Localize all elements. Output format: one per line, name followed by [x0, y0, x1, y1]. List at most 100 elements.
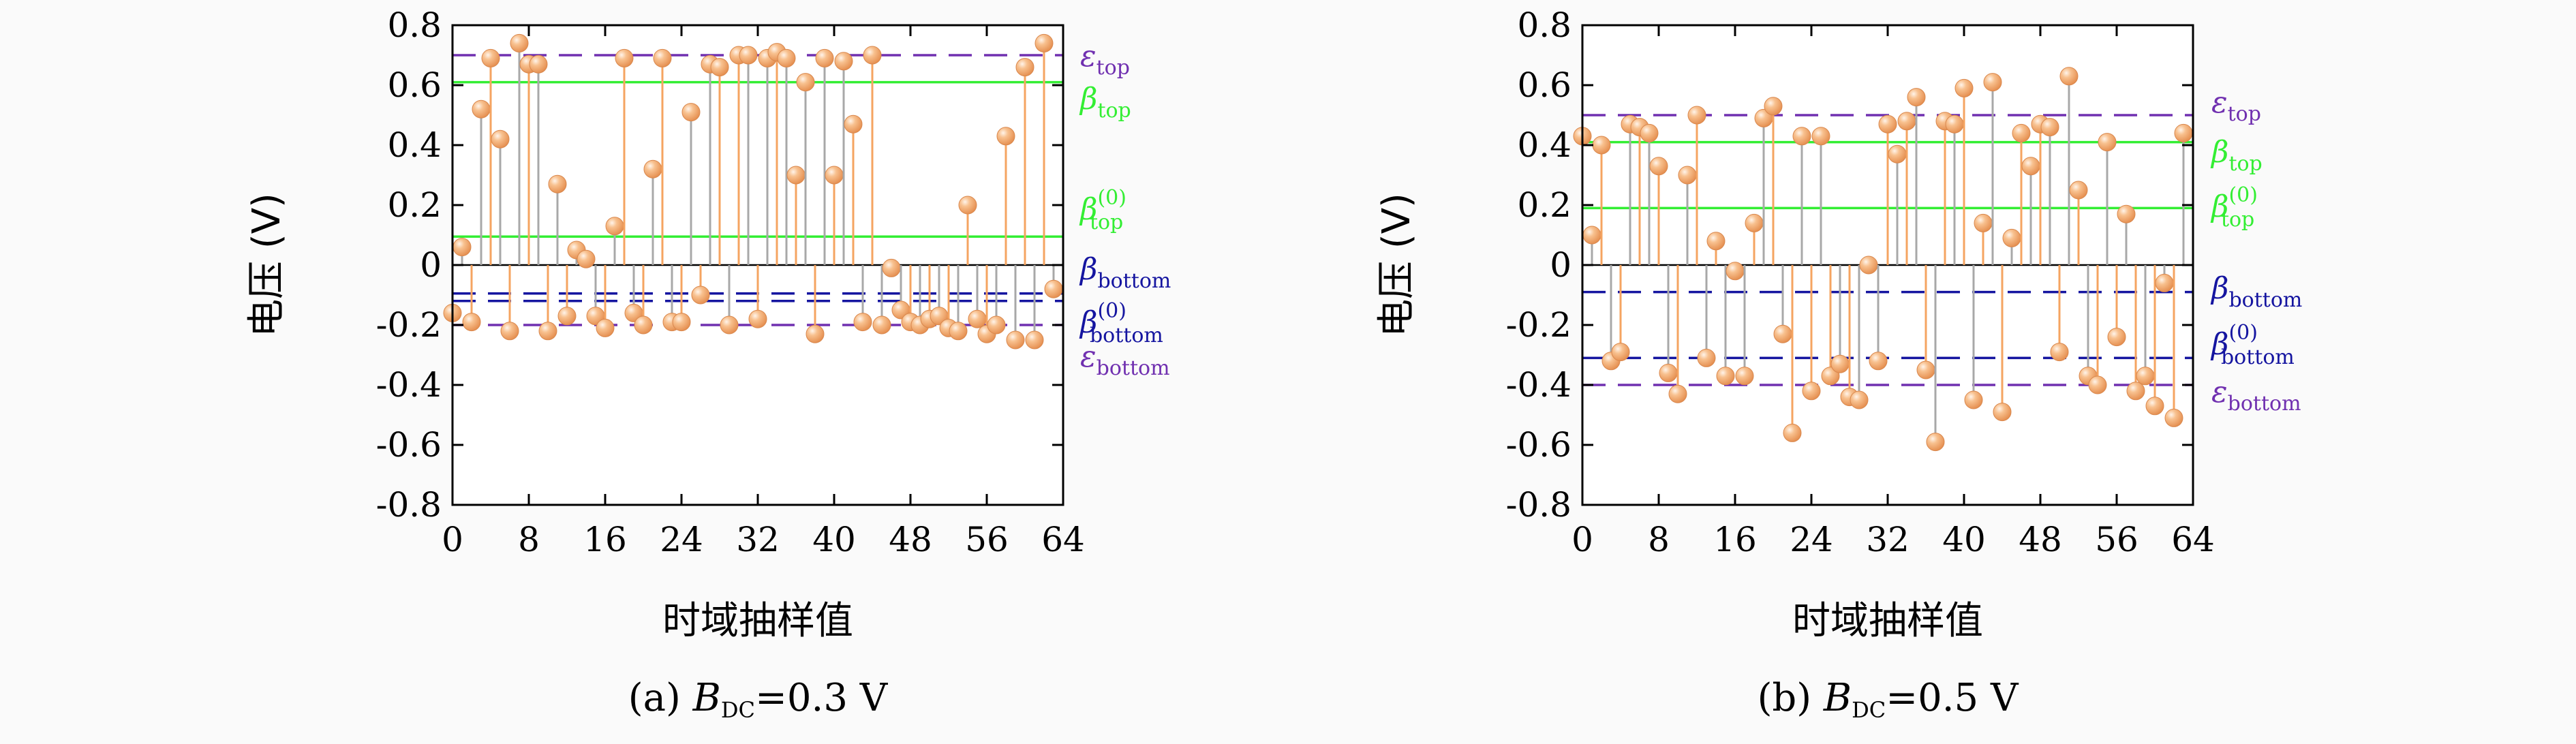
stem-marker: [996, 127, 1015, 146]
stem-marker: [872, 315, 891, 335]
stem-marker: [577, 249, 596, 268]
x-tick-label: 16: [1713, 520, 1757, 559]
y-tick-label: -0.6: [1506, 425, 1571, 465]
x-tick-label: 32: [1866, 520, 1910, 559]
stem-marker: [491, 129, 510, 149]
stem-marker: [720, 315, 739, 335]
x-tick-label: 48: [2019, 520, 2062, 559]
stem-marker: [968, 309, 987, 328]
stem-marker: [1735, 367, 1754, 386]
stem-marker: [481, 48, 500, 67]
stem-marker: [605, 217, 624, 236]
stem-marker: [1044, 279, 1063, 298]
reference-label-β-top-0: β(0) top: [1079, 186, 1126, 234]
chart-panel-a: 0.80.60.40.20-0.2-0.4-0.6-0.80 8 16 24 32 40 4…: [245, 5, 1171, 723]
stem-marker: [548, 174, 567, 193]
stem-marker: [1726, 262, 1745, 281]
reference-label-ε-top: εtop: [2211, 85, 2261, 126]
stem-marker: [882, 258, 901, 277]
stem-marker: [1830, 354, 1850, 373]
stem-marker: [2088, 375, 2107, 394]
stem-marker: [643, 159, 662, 179]
stem-marker: [672, 313, 691, 332]
stem-marker: [1811, 127, 1830, 146]
stem-marker: [786, 166, 806, 185]
reference-label-β-bottom-0: β(0) bottom: [1079, 299, 1163, 347]
stem-marker: [2117, 204, 2136, 223]
stem-marker: [739, 46, 758, 65]
y-tick-label: -0.2: [1506, 305, 1571, 345]
y-tick-label: 0.6: [1517, 65, 1571, 105]
reference-label-β-top-0: β(0) top: [2210, 183, 2258, 232]
stem-marker: [777, 48, 796, 67]
stem-marker: [615, 48, 634, 67]
stem-marker: [863, 46, 882, 65]
stem-marker: [681, 103, 701, 122]
reference-label-ε-bottom: εbottom: [1080, 339, 1170, 380]
y-tick-label: 0.6: [387, 65, 442, 105]
stem-marker: [1907, 88, 1926, 107]
stem-marker: [844, 114, 863, 134]
y-tick-label: 0.4: [1517, 125, 1571, 165]
stem-marker: [2098, 133, 2117, 152]
stem-marker: [653, 48, 672, 67]
stem-marker: [1964, 390, 1983, 409]
x-tick-label: 24: [660, 520, 703, 559]
y-tick-label: 0: [420, 245, 442, 285]
chart-panel-b: 0.80.60.40.20-0.2-0.4-0.6-0.80 8 16 24 32 40 4…: [1375, 5, 2302, 723]
stem-marker: [1706, 232, 1726, 251]
stem-marker: [1034, 33, 1054, 52]
stem-marker: [634, 315, 653, 335]
stem-marker: [1678, 166, 1697, 185]
y-tick-label: 0.2: [387, 185, 442, 225]
stem-marker: [2059, 67, 2079, 86]
stem-marker: [1945, 114, 1964, 134]
stem-marker: [987, 315, 1006, 335]
stem-marker: [2012, 123, 2031, 142]
stem-marker: [1716, 367, 1735, 386]
stem-marker: [825, 166, 844, 185]
stem-marker: [1640, 123, 1659, 142]
stem-marker: [958, 196, 977, 215]
reference-label-β-top: βtop: [2210, 135, 2263, 176]
y-tick-label: 0.4: [387, 125, 442, 165]
stem-marker: [806, 324, 825, 343]
stem-marker: [500, 322, 519, 341]
x-tick-label: 8: [518, 520, 540, 559]
y-tick-label: -0.4: [376, 365, 442, 405]
stem-marker: [1926, 433, 1945, 452]
stem-marker: [853, 313, 872, 332]
y-axis-label: 电压 (V): [1375, 193, 1419, 337]
stem-marker: [2021, 157, 2040, 176]
stem-marker: [2050, 343, 2069, 362]
stem-marker: [1897, 112, 1916, 131]
stem-marker: [815, 48, 834, 67]
stem-marker: [1869, 352, 1888, 371]
stem-marker: [2107, 328, 2126, 347]
stem-marker: [1993, 403, 2012, 422]
stem-marker: [1668, 384, 1687, 403]
stem-marker: [1802, 382, 1821, 401]
reference-label-ε-top: εtop: [1080, 39, 1130, 80]
y-tick-label: 0: [1550, 245, 1571, 285]
stem-marker: [1792, 127, 1811, 146]
x-tick-label: 56: [965, 520, 1009, 559]
stem-marker: [2069, 181, 2088, 200]
stem-marker: [949, 322, 968, 341]
x-tick-label: 40: [1942, 520, 1986, 559]
stem-marker: [1592, 136, 1611, 155]
stem-marker: [453, 238, 472, 257]
y-tick-label: -0.4: [1506, 365, 1571, 405]
y-tick-label: -0.6: [376, 425, 442, 465]
stem-marker: [529, 55, 548, 74]
stem-marker: [1745, 213, 1764, 232]
stem-marker: [1850, 390, 1869, 409]
x-tick-label: 0: [442, 520, 463, 559]
stem-marker: [2002, 228, 2021, 247]
x-tick-label: 16: [583, 520, 627, 559]
x-tick-label: 56: [2095, 520, 2138, 559]
y-tick-label: 0.2: [1517, 185, 1571, 225]
stem-marker: [557, 307, 577, 326]
stem-marker: [1025, 330, 1044, 350]
